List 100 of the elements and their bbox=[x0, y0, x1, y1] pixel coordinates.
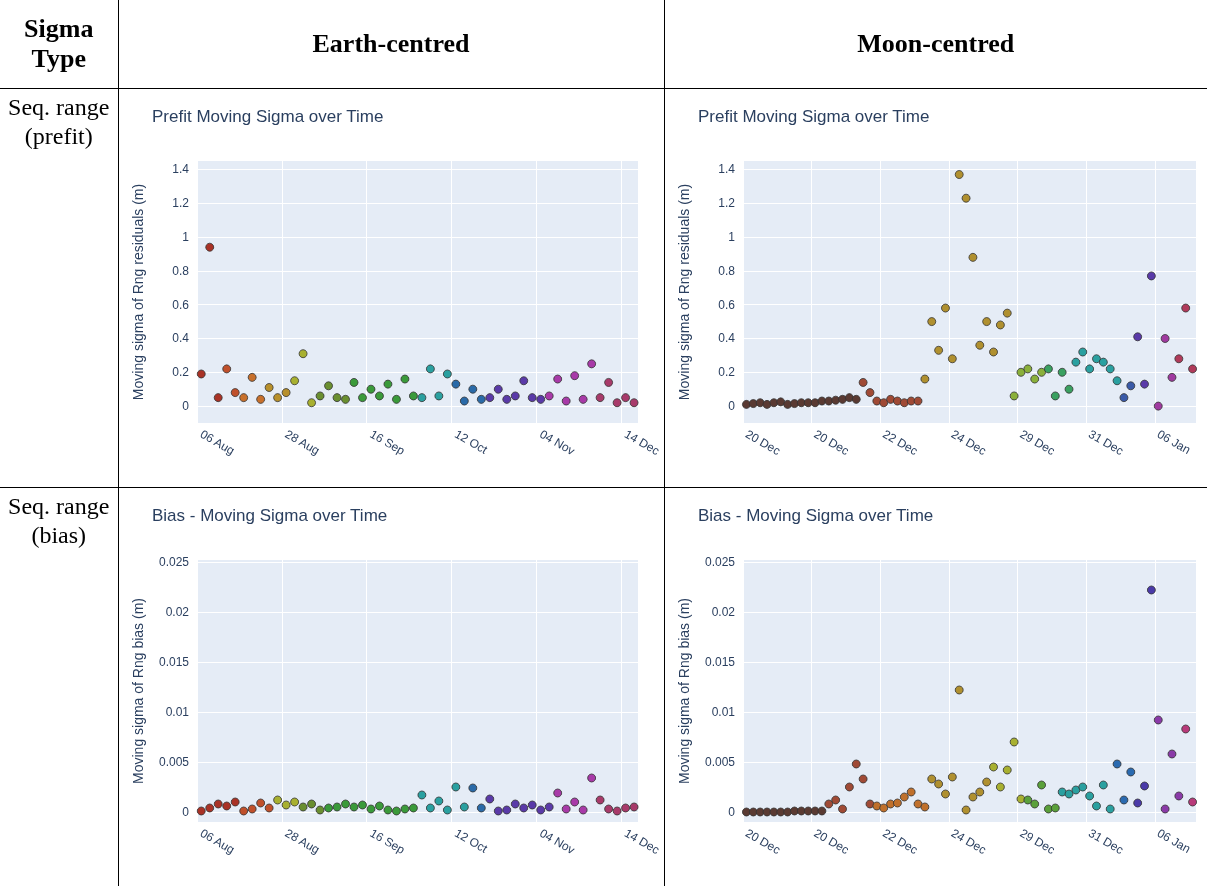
point bbox=[213, 799, 223, 809]
y-tick-label: 0.8 bbox=[171, 263, 189, 278]
point bbox=[306, 799, 316, 809]
y-tick-label: 0.02 bbox=[165, 605, 189, 619]
point bbox=[595, 795, 605, 805]
y-axis-title: Moving sigma of Rng bias (m) bbox=[675, 598, 692, 784]
point bbox=[315, 805, 324, 815]
x-tick-label: 28 Aug bbox=[282, 825, 322, 857]
x-tick-label: 22 Dec bbox=[879, 426, 920, 459]
y-tick-label: 1.2 bbox=[171, 196, 189, 211]
point bbox=[518, 376, 528, 386]
point bbox=[510, 391, 520, 401]
point bbox=[289, 797, 299, 807]
y-tick-label: 1 bbox=[181, 230, 189, 245]
point bbox=[484, 794, 494, 804]
point bbox=[603, 378, 613, 387]
text: Seq. range (bias) bbox=[0, 487, 118, 886]
point bbox=[221, 364, 231, 374]
point bbox=[408, 391, 418, 401]
point bbox=[272, 393, 282, 403]
y-tick-label: 0.01 bbox=[711, 705, 735, 719]
text: Sigma Type bbox=[0, 0, 118, 89]
point bbox=[501, 805, 511, 815]
y-tick-label: 0 bbox=[181, 399, 189, 414]
point bbox=[400, 374, 409, 384]
point bbox=[264, 383, 274, 392]
y-axis-title: Moving sigma of Rng residuals (m) bbox=[675, 183, 692, 401]
x-tick-label: 31 Dec bbox=[1085, 825, 1126, 858]
y-tick-label: 0 bbox=[727, 399, 735, 414]
point bbox=[332, 802, 341, 812]
point bbox=[340, 799, 350, 809]
point bbox=[527, 393, 537, 403]
point bbox=[629, 802, 638, 812]
point bbox=[323, 381, 333, 391]
chart-title: Prefit Moving Sigma over Time bbox=[697, 107, 929, 126]
point bbox=[527, 800, 537, 810]
point bbox=[221, 801, 231, 811]
chart-title: Bias - Moving Sigma over Time bbox=[697, 506, 933, 525]
point bbox=[383, 379, 392, 389]
point bbox=[264, 803, 274, 813]
point bbox=[433, 391, 443, 401]
point bbox=[442, 369, 452, 379]
point bbox=[332, 393, 341, 403]
x-tick-label: 20 Dec bbox=[811, 426, 851, 459]
y-axis-title: Moving sigma of Rng bias (m) bbox=[129, 598, 146, 784]
point bbox=[391, 394, 401, 404]
point bbox=[442, 805, 452, 815]
point bbox=[298, 349, 307, 359]
point bbox=[476, 803, 486, 813]
y-tick-label: 0.005 bbox=[158, 755, 189, 769]
point bbox=[493, 384, 503, 394]
y-axis-title: Moving sigma of Rng residuals (m) bbox=[129, 183, 146, 401]
x-tick-label: 24 Dec bbox=[948, 426, 989, 459]
y-tick-label: 1.4 bbox=[717, 162, 735, 177]
y-tick-label: 0.01 bbox=[165, 705, 189, 719]
point bbox=[569, 371, 579, 381]
point bbox=[467, 384, 477, 394]
point bbox=[204, 242, 214, 252]
x-tick-label: 06 Jan bbox=[1154, 426, 1193, 458]
x-tick-label: 16 Sep bbox=[366, 426, 408, 459]
point bbox=[510, 799, 520, 809]
point bbox=[612, 398, 621, 408]
point bbox=[213, 393, 223, 403]
point bbox=[366, 384, 375, 394]
point bbox=[349, 378, 358, 387]
point bbox=[374, 391, 384, 401]
x-tick-label: 04 Nov bbox=[536, 825, 577, 858]
point bbox=[417, 393, 426, 403]
x-tick-label: 28 Aug bbox=[282, 426, 322, 458]
point bbox=[544, 802, 554, 812]
point bbox=[561, 396, 571, 406]
point bbox=[459, 802, 469, 812]
point bbox=[298, 802, 307, 812]
point bbox=[196, 369, 206, 379]
point bbox=[374, 801, 384, 811]
point bbox=[629, 398, 638, 408]
point bbox=[612, 806, 621, 816]
point bbox=[349, 802, 358, 812]
text: Seq. range (prefit) bbox=[0, 88, 118, 488]
point bbox=[340, 394, 350, 404]
point bbox=[272, 795, 282, 805]
y-tick-label: 1.2 bbox=[717, 196, 735, 211]
y-tick-label: 0.015 bbox=[704, 655, 735, 669]
point bbox=[196, 806, 206, 816]
point bbox=[552, 374, 562, 384]
y-tick-label: 0.6 bbox=[171, 297, 189, 312]
point bbox=[255, 798, 265, 808]
point bbox=[501, 394, 511, 404]
text: Earth-centred bbox=[118, 0, 664, 89]
x-tick-label: 04 Nov bbox=[536, 426, 577, 459]
x-tick-label: 06 Aug bbox=[197, 825, 237, 857]
point bbox=[433, 796, 443, 806]
point bbox=[238, 806, 248, 816]
point bbox=[518, 803, 528, 813]
x-tick-label: 12 Oct bbox=[451, 825, 490, 857]
point bbox=[306, 398, 316, 408]
point bbox=[230, 797, 240, 807]
y-tick-label: 0 bbox=[181, 805, 189, 819]
point bbox=[561, 804, 571, 814]
x-tick-label: 22 Dec bbox=[879, 825, 920, 858]
